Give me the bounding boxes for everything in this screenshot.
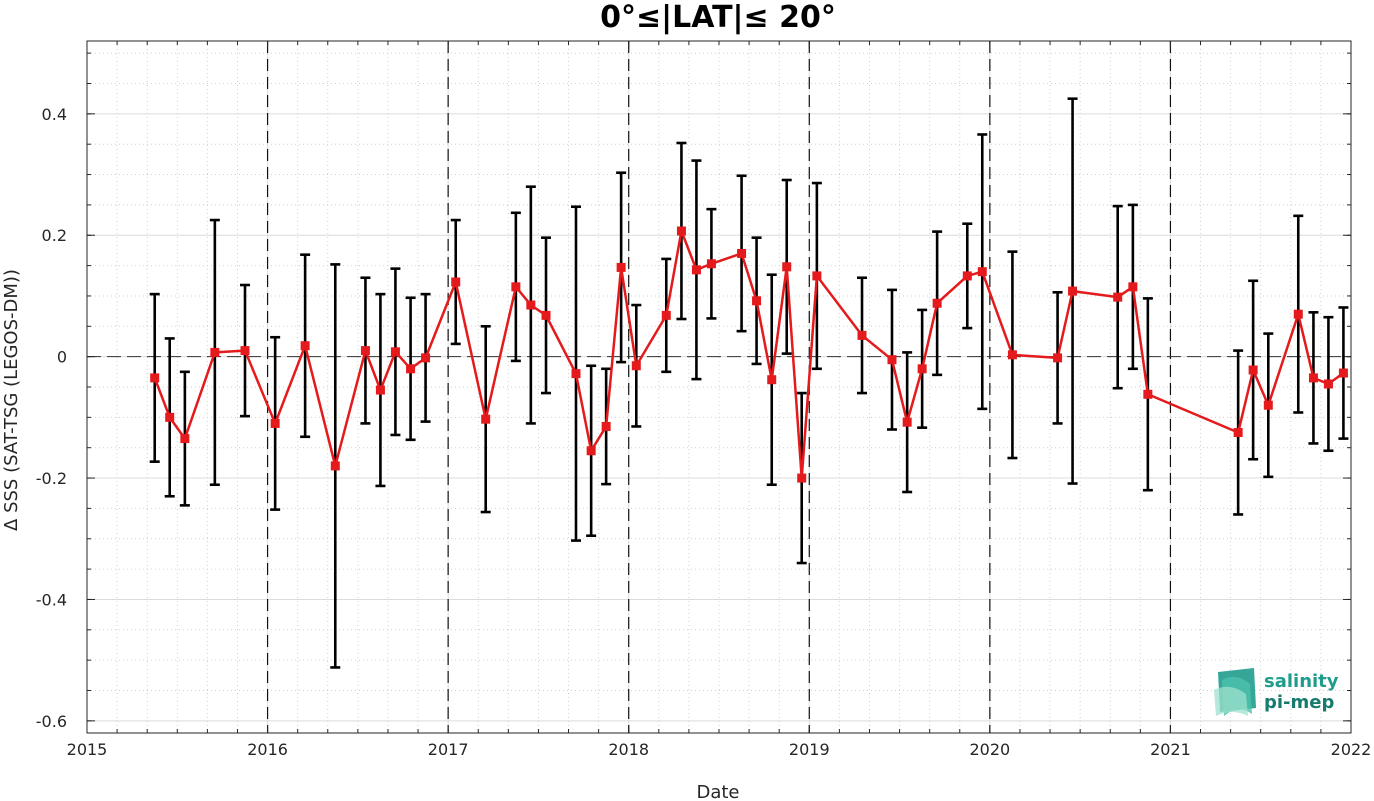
data-point-marker xyxy=(511,282,521,292)
data-point-marker xyxy=(165,412,175,422)
error-bars xyxy=(149,97,1349,669)
data-point-marker xyxy=(526,300,536,310)
data-point-marker xyxy=(586,446,596,456)
data-point-marker xyxy=(1233,428,1243,438)
data-point-marker xyxy=(406,364,416,374)
y-axis-label: Δ SSS (SAT-TSG (LEGOS-DM)) xyxy=(1,269,22,531)
data-point-marker xyxy=(752,296,762,306)
data-point-marker xyxy=(1053,353,1063,363)
data-point-marker xyxy=(616,262,626,272)
data-point-marker xyxy=(180,434,190,444)
logo-line1: salinity xyxy=(1264,671,1339,692)
data-point-marker xyxy=(571,369,581,379)
data-point-marker xyxy=(661,310,671,320)
x-tick-label: 2017 xyxy=(428,740,469,759)
data-point-marker xyxy=(767,375,777,385)
data-point-marker xyxy=(210,347,220,357)
data-point-marker xyxy=(421,353,431,363)
data-point-marker xyxy=(240,346,250,356)
data-point-marker xyxy=(1308,373,1318,383)
y-tick-label: 0.2 xyxy=(42,226,67,245)
x-tick-label: 2020 xyxy=(969,740,1010,759)
data-point-marker xyxy=(1143,389,1153,399)
data-point-marker xyxy=(737,248,747,258)
data-point-marker xyxy=(887,355,897,365)
x-tick-label: 2015 xyxy=(67,740,108,759)
x-tick-label: 2022 xyxy=(1331,740,1372,759)
data-point-marker xyxy=(631,361,641,371)
data-point-marker xyxy=(932,298,942,308)
data-point-marker xyxy=(1248,365,1258,375)
data-point-marker xyxy=(390,347,400,357)
data-point-marker xyxy=(360,346,370,356)
x-tick-label: 2019 xyxy=(789,740,830,759)
salinity-pimep-logo: salinity pi-mep xyxy=(1214,668,1339,716)
data-point-marker xyxy=(706,259,716,269)
data-point-marker xyxy=(902,417,912,427)
data-point-marker xyxy=(812,271,822,281)
data-point-marker xyxy=(782,262,792,272)
data-point-marker xyxy=(150,373,160,383)
y-tick-label: 0.4 xyxy=(42,105,67,124)
y-tick-label: -0.4 xyxy=(36,590,67,609)
data-point-marker xyxy=(917,364,927,374)
series-line xyxy=(153,229,1345,480)
data-point-marker xyxy=(962,271,972,281)
data-point-marker xyxy=(300,341,310,351)
data-point-marker xyxy=(601,421,611,431)
data-point-marker xyxy=(451,277,461,287)
data-point-marker xyxy=(541,310,551,320)
data-point-marker xyxy=(1007,350,1017,360)
y-tick-label: -0.2 xyxy=(36,469,67,488)
x-tick-label: 2018 xyxy=(608,740,649,759)
y-tick-label: 0 xyxy=(57,348,67,367)
y-tick-label: -0.6 xyxy=(36,712,67,731)
data-point-marker xyxy=(1128,282,1138,292)
data-point-marker xyxy=(797,473,807,483)
data-point-marker xyxy=(375,385,385,395)
data-point-marker xyxy=(1323,379,1333,389)
data-point-marker xyxy=(977,267,987,277)
grid xyxy=(86,41,1352,733)
data-point-marker xyxy=(481,414,491,424)
data-point-marker xyxy=(857,330,867,340)
y-axis-ticks: -0.6 -0.4 -0.2 0 0.2 0.4 xyxy=(36,105,67,731)
data-point-marker xyxy=(270,418,280,428)
x-axis-label: Date xyxy=(696,782,739,801)
x-tick-label: 2021 xyxy=(1150,740,1191,759)
data-point-marker xyxy=(330,461,340,471)
data-point-marker xyxy=(691,265,701,275)
x-tick-label: 2016 xyxy=(247,740,288,759)
data-point-marker xyxy=(1113,292,1123,302)
chart-title: 0°≤|LAT|≤ 20° xyxy=(600,0,836,35)
data-point-marker xyxy=(1068,286,1078,296)
data-point-marker xyxy=(1293,309,1303,319)
tick-marks xyxy=(86,41,1352,733)
wave-logo-icon xyxy=(1214,668,1256,716)
data-point-marker xyxy=(1263,400,1273,410)
x-axis-ticks: 2015 2016 2017 2018 2019 2020 2021 2022 xyxy=(67,740,1372,759)
data-points xyxy=(150,226,1348,483)
data-point-marker xyxy=(676,226,686,236)
logo-line2: pi-mep xyxy=(1264,692,1334,713)
data-point-marker xyxy=(1338,368,1348,378)
